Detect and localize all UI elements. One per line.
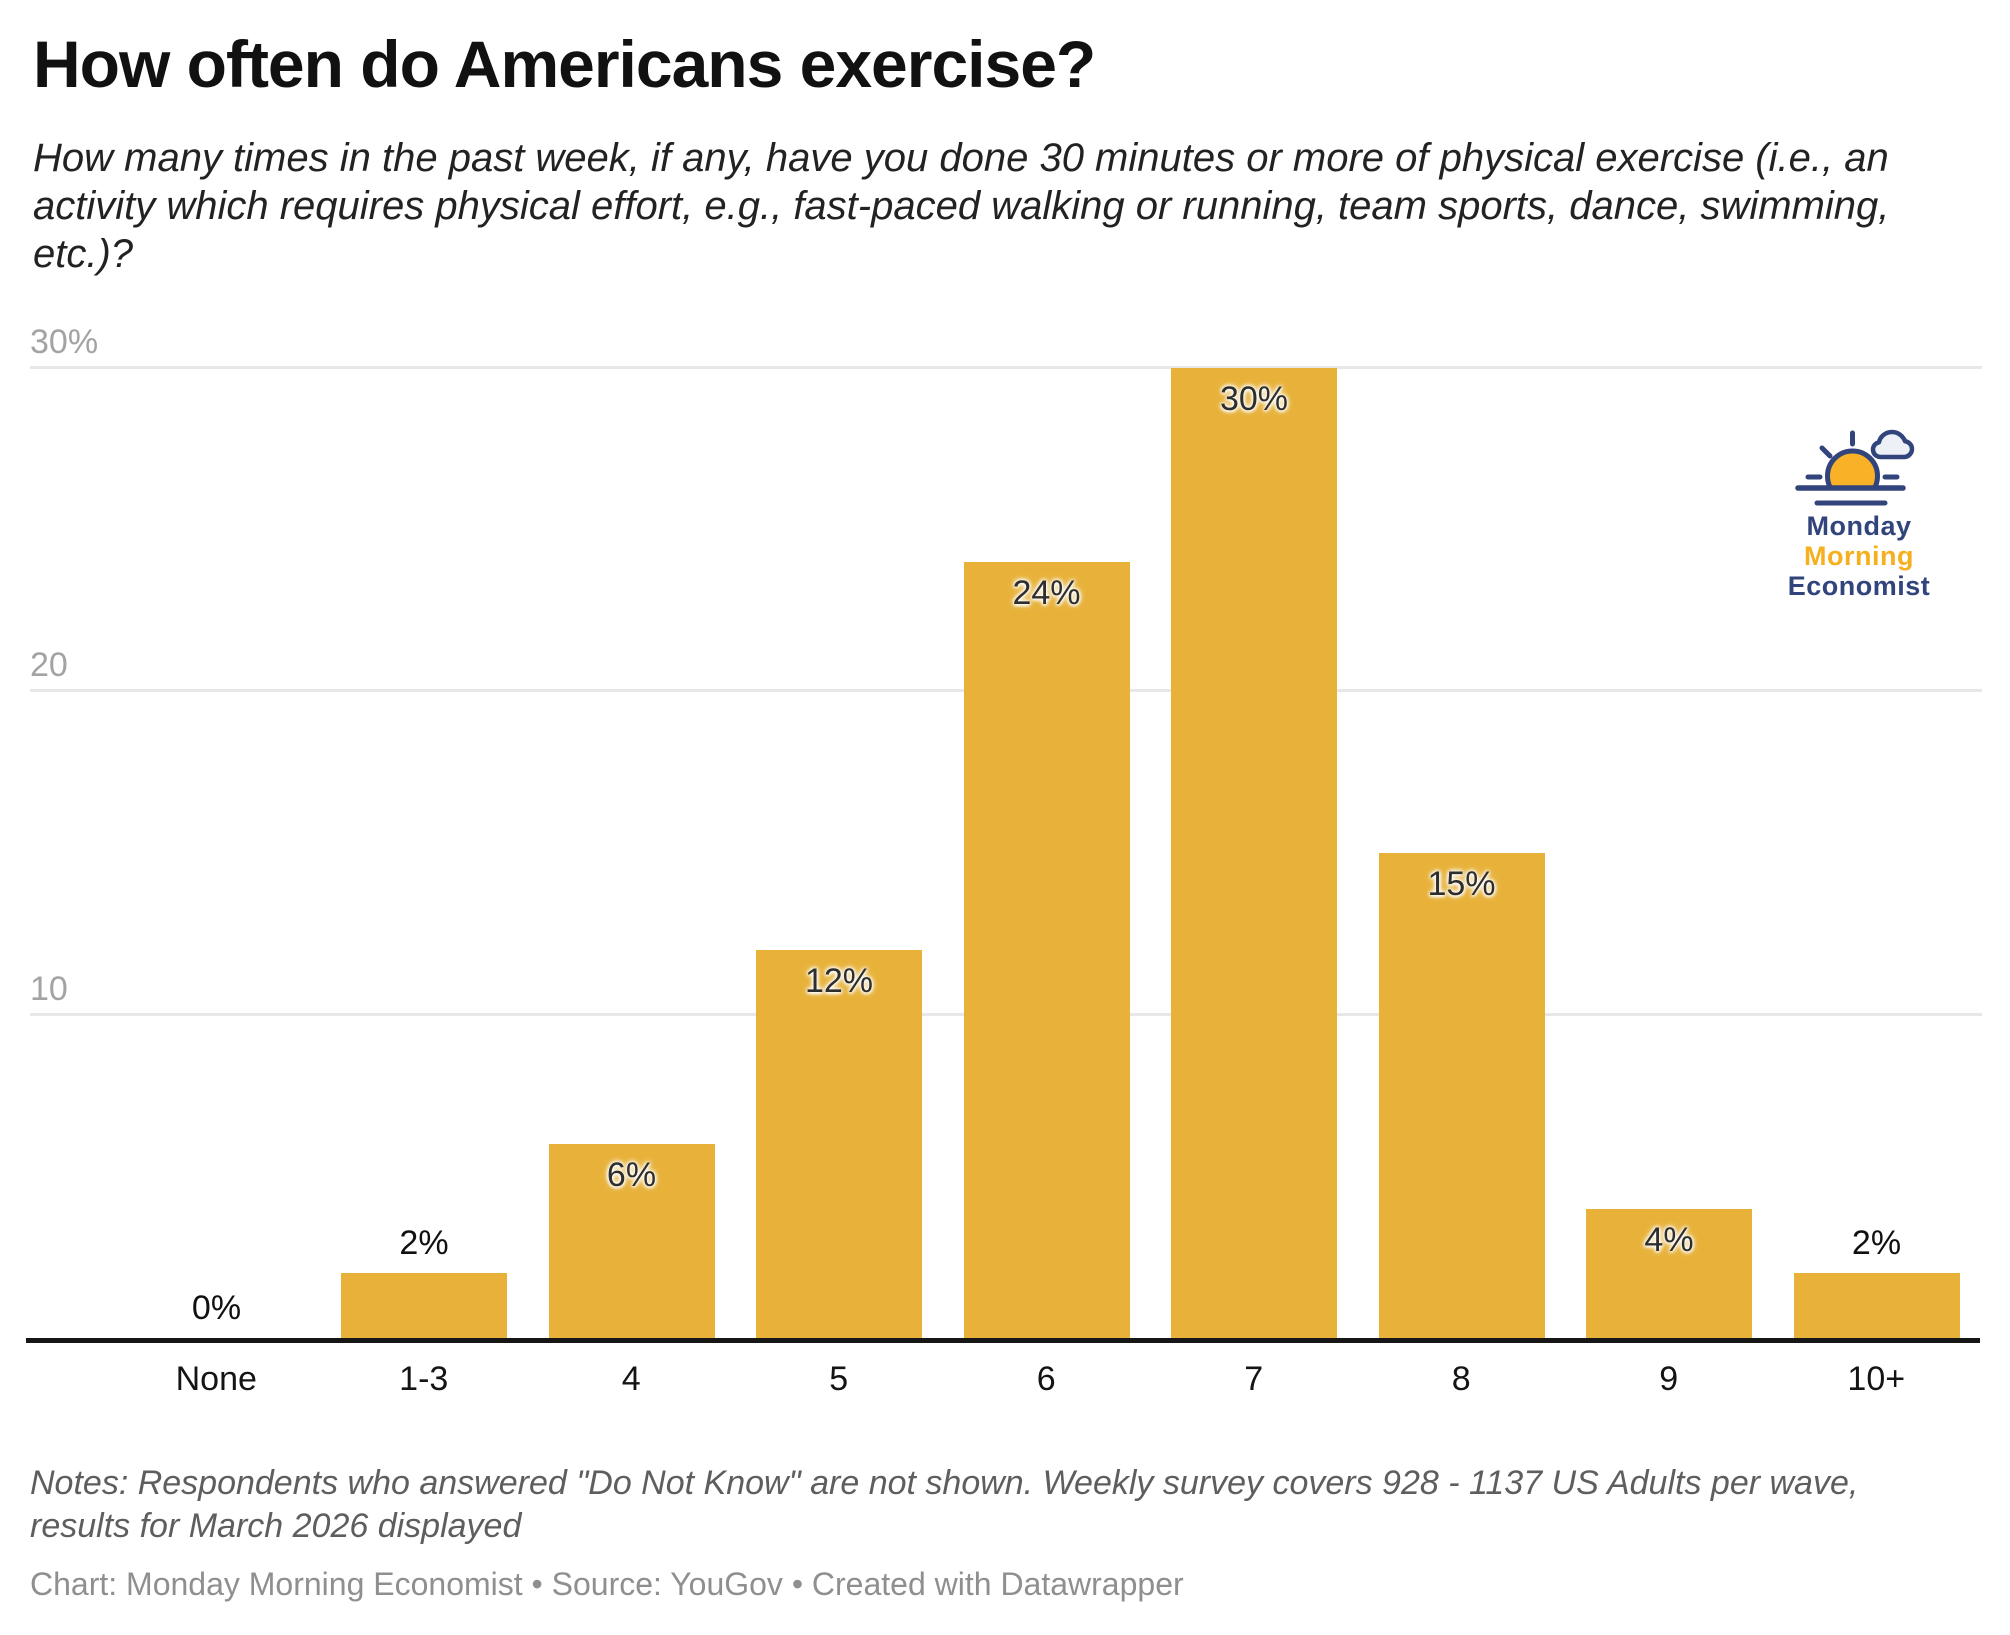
bar-1-3[interactable]: [341, 1273, 507, 1338]
chart-subtitle: How many times in the past week, if any,…: [33, 134, 1889, 278]
bar-6[interactable]: [963, 562, 1130, 1338]
chart-title: How often do Americans exercise?: [33, 27, 1096, 101]
y-tick-label: 30%: [30, 323, 99, 361]
x-axis-label: 6: [1036, 1360, 1056, 1398]
x-axis-label: 1-3: [399, 1360, 449, 1398]
cloud-icon: [1870, 429, 1914, 460]
value-label: 24%: [1012, 574, 1081, 612]
x-axis-label: None: [175, 1360, 257, 1398]
bar-4[interactable]: [548, 1144, 715, 1338]
value-label: 2%: [1851, 1224, 1902, 1262]
value-label: 6%: [606, 1156, 657, 1194]
x-axis-label: 4: [621, 1360, 641, 1398]
x-axis-label: 8: [1451, 1360, 1471, 1398]
y-tick-label: 10: [30, 970, 68, 1008]
value-label: 2%: [399, 1224, 449, 1262]
x-axis-label: 10+: [1847, 1360, 1906, 1398]
notes-line-1: Notes: Respondents who answered "Do Not …: [30, 1464, 1859, 1502]
bar-10+[interactable]: [1793, 1273, 1960, 1338]
y-tick-label: 20: [30, 646, 68, 684]
x-axis-label: 7: [1244, 1360, 1264, 1398]
chart-attribution: Chart: Monday Morning Economist • Source…: [30, 1566, 1184, 1602]
brand-logo: Monday Morning Economist: [1774, 423, 1944, 601]
x-axis-line: [26, 1338, 1980, 1343]
notes-line-2: results for March 2026 displayed: [30, 1507, 522, 1545]
value-label: 4%: [1644, 1221, 1694, 1259]
sunrise-logo-icon: [1794, 429, 1914, 506]
subtitle-line-2: activity which requires physical effort,…: [33, 184, 1890, 228]
value-label: 12%: [804, 962, 874, 1000]
logo-text-morning: Morning: [1804, 541, 1914, 571]
x-axis-label: 9: [1659, 1360, 1679, 1398]
value-label: 0%: [191, 1289, 242, 1327]
subtitle-line-1: How many times in the past week, if any,…: [33, 136, 1889, 180]
bar-5[interactable]: [756, 950, 922, 1338]
x-axis-label: 5: [829, 1360, 849, 1398]
logo-text-economist: Economist: [1787, 571, 1931, 601]
sun-icon: [1824, 448, 1880, 486]
bar-7[interactable]: [1171, 368, 1337, 1338]
sun-ray-diagonal: [1819, 445, 1832, 459]
chart-notes: Notes: Respondents who answered "Do Not …: [30, 1462, 1858, 1548]
value-label: 30%: [1219, 380, 1289, 418]
logo-wordmark: Monday Morning Economist: [1774, 511, 1944, 601]
gridline-30: [30, 366, 1982, 369]
value-label: 15%: [1427, 865, 1496, 903]
logo-text-monday: Monday: [1806, 511, 1912, 541]
subtitle-line-3: etc.)?: [33, 232, 134, 276]
bar-9[interactable]: [1586, 1209, 1752, 1338]
bar-8[interactable]: [1378, 853, 1545, 1338]
